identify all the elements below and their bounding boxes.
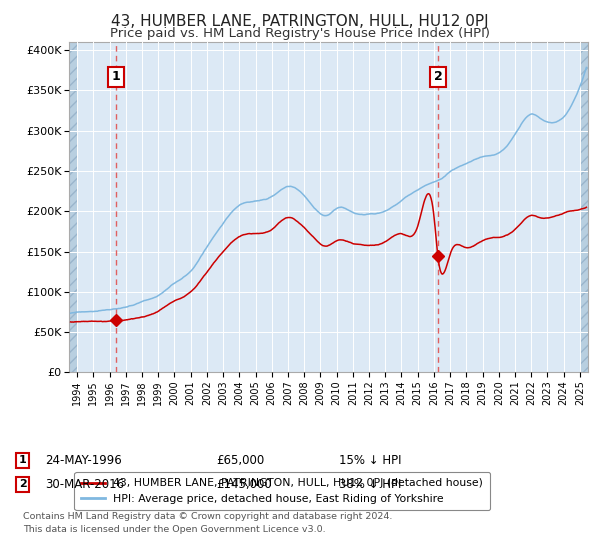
Text: Contains HM Land Registry data © Crown copyright and database right 2024.
This d: Contains HM Land Registry data © Crown c… — [23, 512, 392, 534]
Text: Price paid vs. HM Land Registry's House Price Index (HPI): Price paid vs. HM Land Registry's House … — [110, 27, 490, 40]
Text: 30-MAR-2016: 30-MAR-2016 — [45, 478, 124, 491]
Text: 2: 2 — [19, 479, 26, 489]
Bar — [580, 42, 588, 372]
Text: 38% ↓ HPI: 38% ↓ HPI — [339, 478, 401, 491]
Text: 2: 2 — [434, 70, 442, 83]
Text: 24-MAY-1996: 24-MAY-1996 — [45, 454, 122, 467]
Text: 1: 1 — [112, 70, 120, 83]
Text: £65,000: £65,000 — [216, 454, 264, 467]
Bar — [69, 42, 77, 372]
Text: 15% ↓ HPI: 15% ↓ HPI — [339, 454, 401, 467]
Legend: 43, HUMBER LANE, PATRINGTON, HULL, HU12 0PJ (detached house), HPI: Average price: 43, HUMBER LANE, PATRINGTON, HULL, HU12 … — [74, 472, 490, 510]
Text: £145,000: £145,000 — [216, 478, 272, 491]
Text: 1: 1 — [19, 455, 26, 465]
Text: 43, HUMBER LANE, PATRINGTON, HULL, HU12 0PJ: 43, HUMBER LANE, PATRINGTON, HULL, HU12 … — [111, 14, 489, 29]
